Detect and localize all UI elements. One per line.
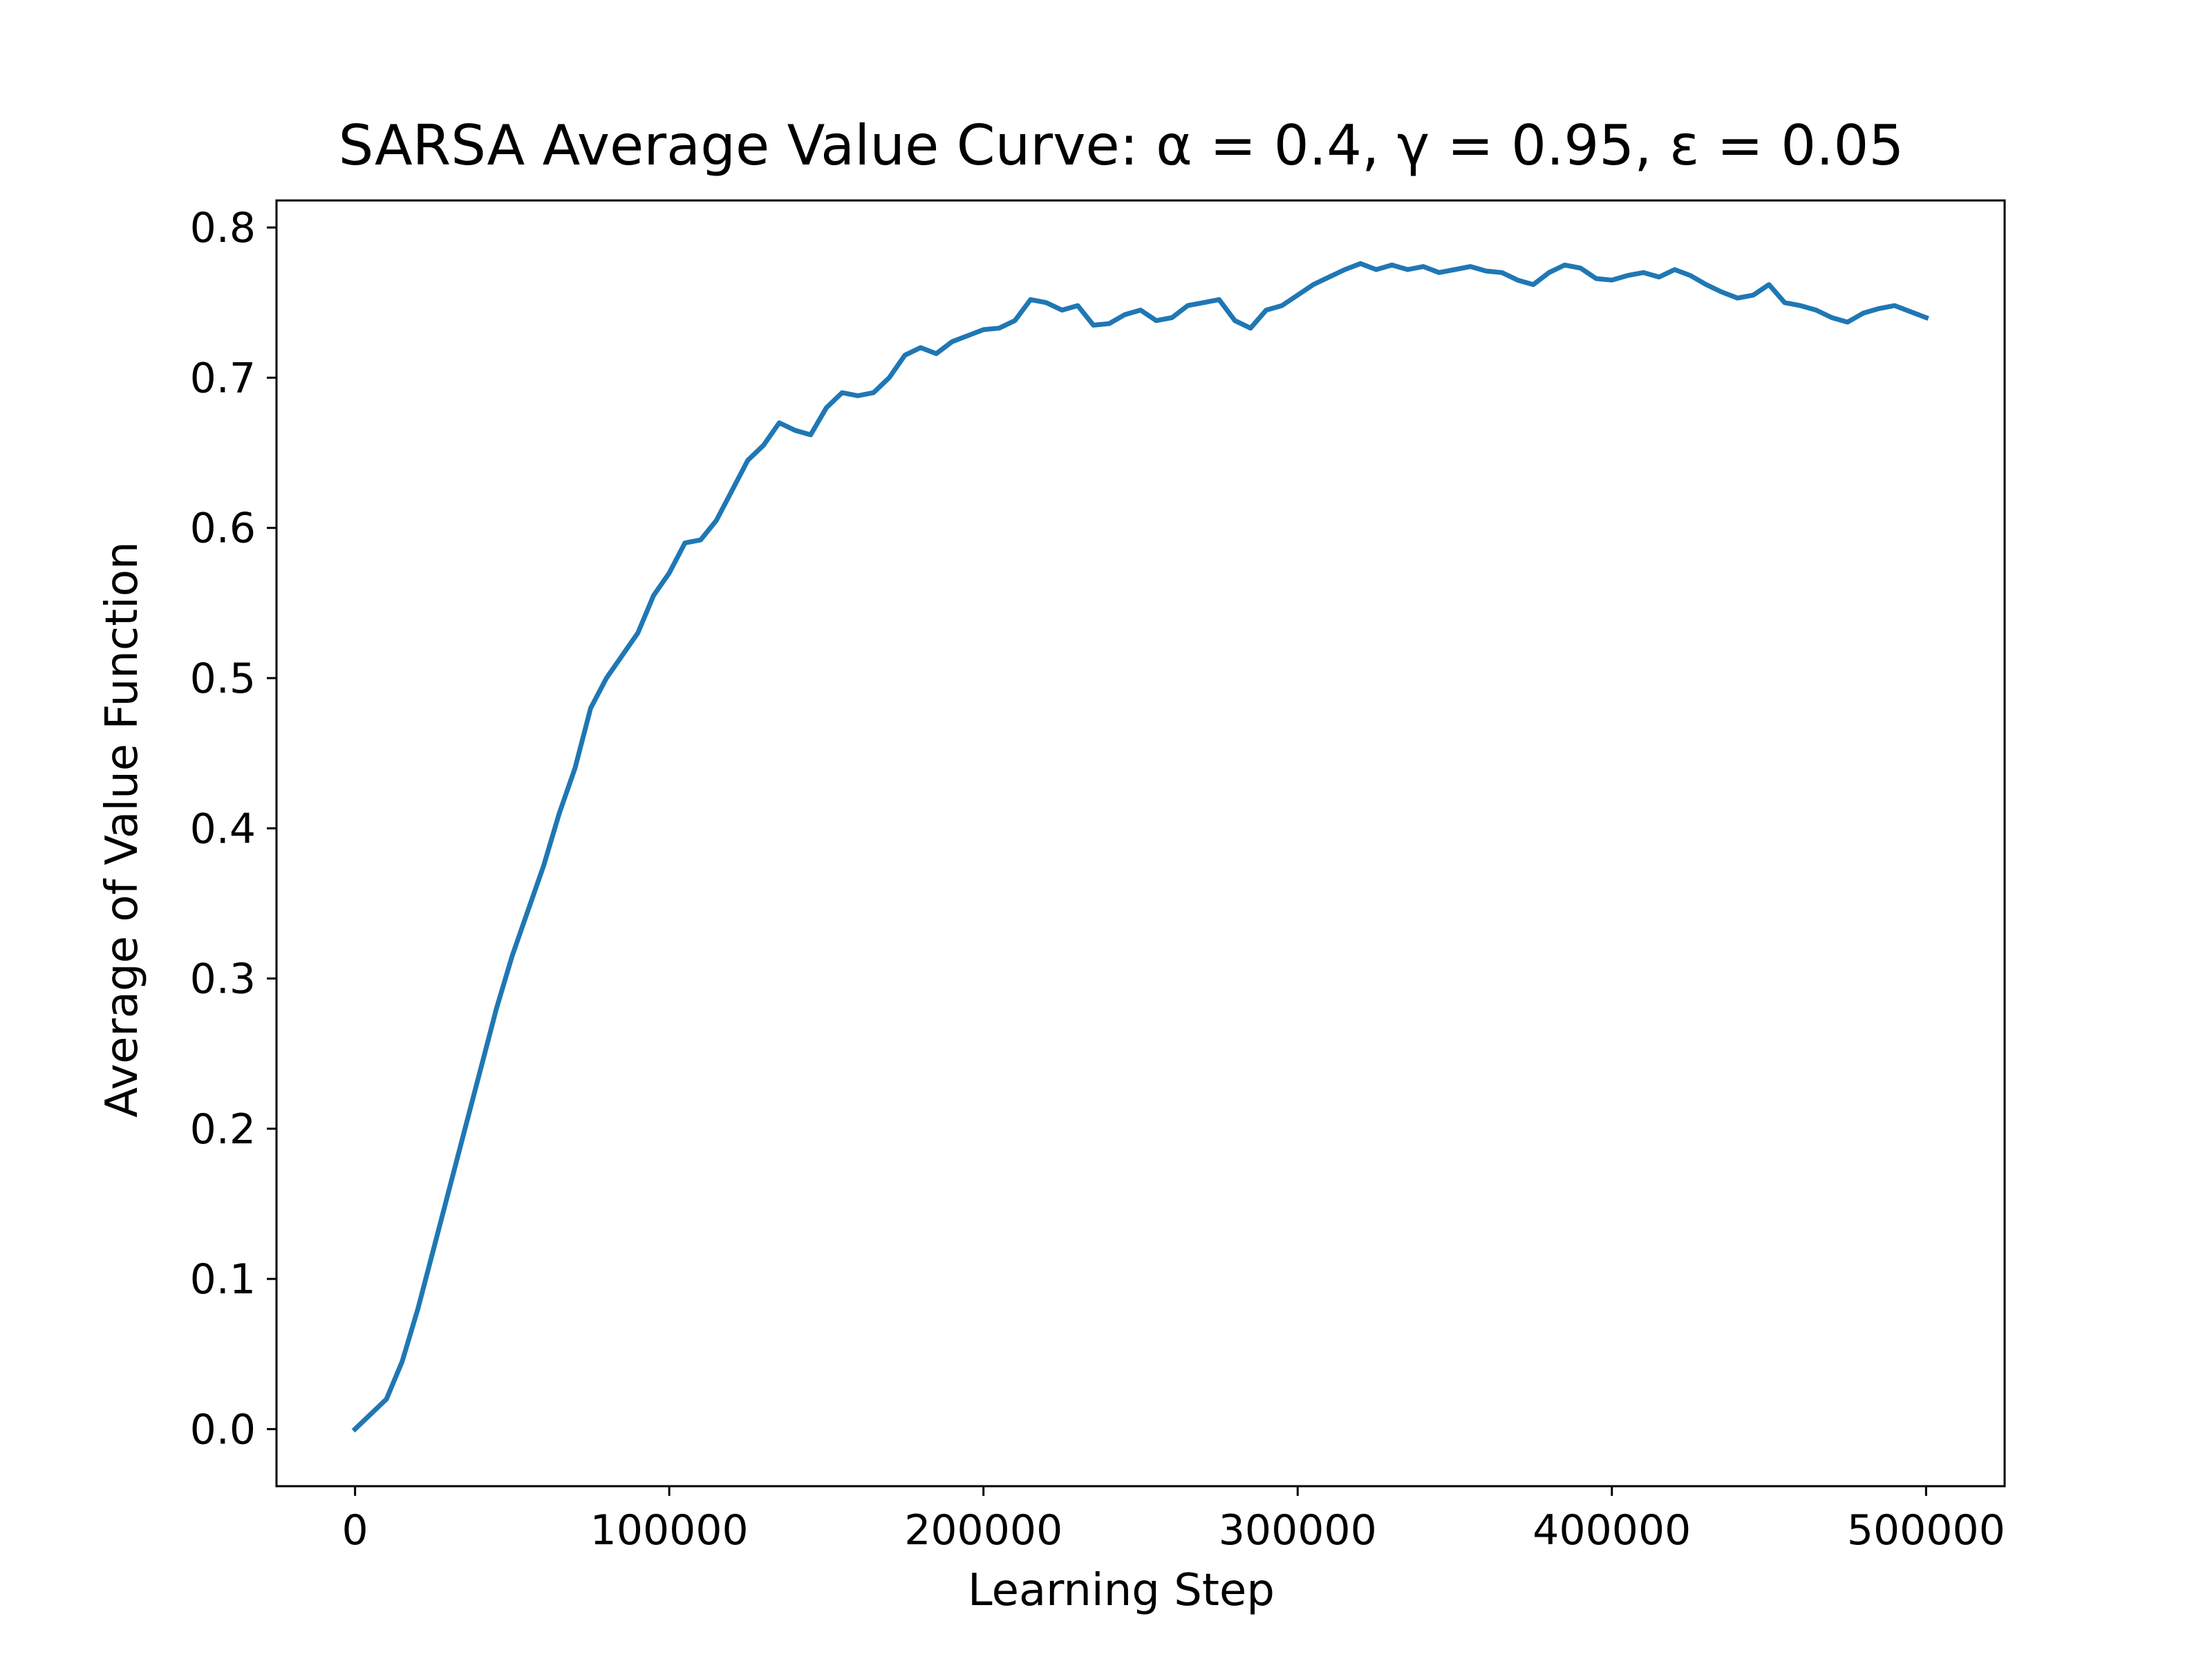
y-tick-label: 0.0 <box>190 1405 256 1454</box>
x-axis-label: Learning Step <box>968 1565 1275 1616</box>
y-tick-label: 0.6 <box>190 505 256 553</box>
series-line <box>351 261 1929 1433</box>
axes-frame <box>275 199 2006 1488</box>
y-tick-label: 0.7 <box>190 354 256 402</box>
x-axis: 0 100000 200000 300000 400000 500000 <box>342 1486 2005 1555</box>
y-axis-label: Average of Value Function <box>97 541 148 1118</box>
y-tick-label: 0.2 <box>190 1105 256 1154</box>
y-tick-label: 0.8 <box>190 204 256 252</box>
y-tick-label: 0.3 <box>190 955 256 1004</box>
y-tick-label: 0.4 <box>190 805 256 853</box>
x-tick-label: 100000 <box>590 1506 749 1555</box>
x-tick-label: 0 <box>342 1506 368 1555</box>
y-axis: 0.0 0.1 0.2 0.3 0.4 0.5 0.6 0.7 0.8 <box>190 204 276 1454</box>
y-tick-label: 0.1 <box>190 1255 256 1304</box>
plot-area <box>351 261 1929 1433</box>
x-tick-label: 200000 <box>904 1506 1062 1555</box>
x-tick-label: 300000 <box>1219 1506 1377 1555</box>
x-tick-label: 500000 <box>1847 1506 2005 1555</box>
chart-title: SARSA Average Value Curve: α = 0.4, γ = … <box>339 113 1904 178</box>
y-tick-label: 0.5 <box>190 655 256 703</box>
x-tick-label: 400000 <box>1533 1506 1691 1555</box>
